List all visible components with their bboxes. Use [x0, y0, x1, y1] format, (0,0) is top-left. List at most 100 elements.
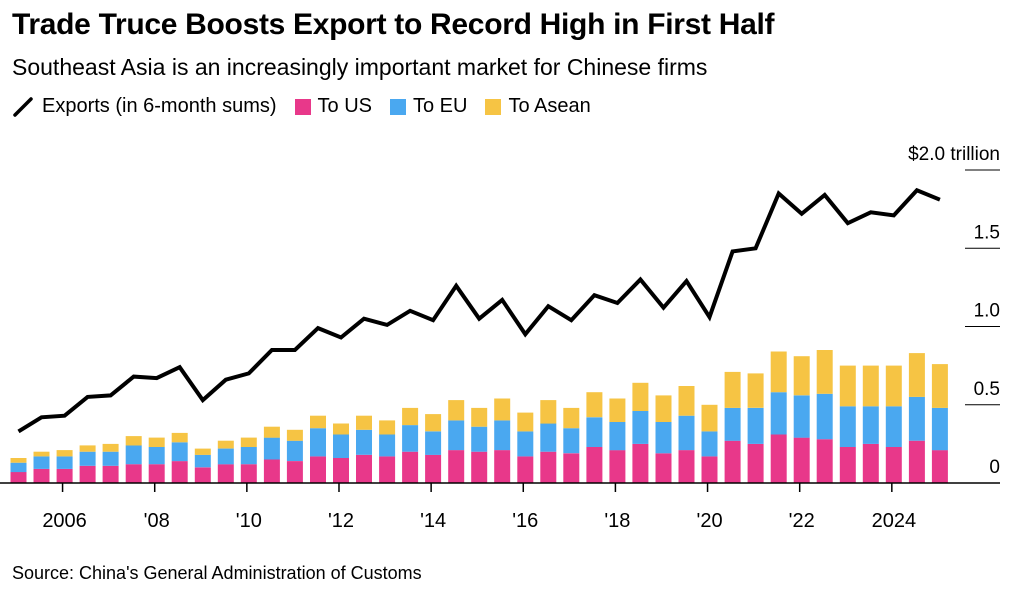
source-note: Source: China's General Administration o… [12, 563, 422, 583]
y-tick-label: 1.5 [974, 222, 1000, 243]
chart-plot: 0 0.5 1.0 1.5 $2.0 trillion 2006 '08 '10 '12 '14 '… [0, 144, 1000, 532]
x-tick-label: 2024 [872, 510, 917, 532]
bar-asean [494, 398, 511, 421]
bar-us [263, 459, 280, 483]
x-tick-label: '18 [604, 510, 630, 532]
bar-eu [632, 411, 649, 444]
bar-asean [517, 412, 534, 432]
bar-us [217, 464, 234, 483]
bar-us [79, 465, 96, 483]
bar-eu [240, 447, 257, 465]
legend-item-us: To US [294, 95, 372, 118]
bar-us [56, 468, 73, 483]
bar-asean [448, 400, 465, 421]
bar-eu [563, 428, 580, 454]
bar-us [171, 461, 188, 483]
bar-asean [471, 407, 488, 427]
bar-asean [793, 356, 810, 396]
bar-eu [425, 431, 442, 455]
bar-eu [494, 420, 511, 451]
bar-eu [540, 423, 557, 452]
bar-asean [678, 386, 695, 416]
bar-asean [563, 407, 580, 429]
x-tick-label: 2006 [42, 510, 87, 532]
bar-asean [56, 450, 73, 457]
bar-asean [148, 437, 165, 447]
bar-eu [816, 393, 833, 440]
y-tick-label: 0.5 [974, 379, 1000, 400]
bar-us [425, 454, 442, 483]
bar-asean [816, 350, 833, 394]
bar-eu [171, 442, 188, 462]
bar-eu [448, 420, 465, 451]
y-tick-label: 1.0 [974, 301, 1000, 322]
bar-asean [194, 448, 211, 455]
bar-asean [217, 440, 234, 449]
x-tick-label: '08 [144, 510, 170, 532]
bar-asean [724, 371, 741, 408]
bar-asean [655, 395, 672, 422]
bar-us [333, 458, 349, 483]
bar-asean [701, 404, 718, 432]
bar-us [194, 467, 211, 483]
legend-label-exports: Exports (in 6-month sums) [42, 95, 277, 117]
bar-us [747, 443, 764, 483]
legend-swatch-us [294, 98, 311, 115]
bar-asean [240, 437, 257, 447]
bar-us [678, 450, 695, 483]
x-tick-label: '10 [236, 510, 262, 532]
bar-asean [79, 445, 96, 452]
bar-us [563, 453, 580, 483]
bar-eu [517, 431, 534, 457]
bar-us [770, 434, 787, 483]
bar-eu [356, 429, 372, 455]
bar-eu [931, 407, 948, 451]
bar-eu [217, 448, 234, 465]
x-tick-label: '12 [328, 510, 354, 532]
bar-eu [839, 406, 856, 447]
bar-asean [10, 458, 27, 463]
bar-eu [655, 422, 672, 454]
bar-us [448, 450, 465, 483]
bar-eu [286, 440, 303, 461]
bar-us [540, 451, 557, 483]
bar-us [494, 450, 511, 483]
bar-asean [333, 423, 349, 435]
bar-eu [56, 456, 73, 469]
bar-eu [793, 395, 810, 438]
bar-asean [425, 414, 442, 432]
bar-asean [839, 365, 856, 407]
bar-us [724, 440, 741, 483]
bar-eu [102, 451, 119, 466]
bar-eu [586, 417, 603, 447]
bar-eu [724, 407, 741, 441]
bar-us [885, 447, 902, 483]
bar-us [931, 450, 948, 483]
bar-us [286, 461, 303, 483]
bar-eu [770, 392, 787, 435]
bar-us [586, 447, 603, 483]
bar-us [701, 456, 718, 483]
y-tick-label: $2.0 trillion [908, 144, 1000, 165]
bar-asean [770, 351, 787, 393]
bar-us [862, 443, 879, 483]
line-series-icon [13, 96, 33, 117]
bar-asean [125, 436, 142, 446]
bar-asean [263, 426, 280, 438]
bar-eu [148, 447, 165, 465]
bar-us [33, 468, 50, 483]
bar-eu [33, 456, 50, 469]
bar-us [793, 437, 810, 483]
bar-us [816, 439, 833, 483]
bar-eu [862, 406, 879, 444]
bar-eu [125, 445, 142, 465]
bar-eu [471, 426, 488, 452]
legend-item-eu: To EU [389, 95, 467, 118]
bar-asean [586, 392, 603, 418]
bar-us [839, 447, 856, 483]
exports-line [17, 187, 941, 434]
bar-asean [609, 398, 626, 422]
bar-us [379, 456, 396, 483]
bar-eu [379, 434, 396, 457]
bar-us [655, 453, 672, 483]
